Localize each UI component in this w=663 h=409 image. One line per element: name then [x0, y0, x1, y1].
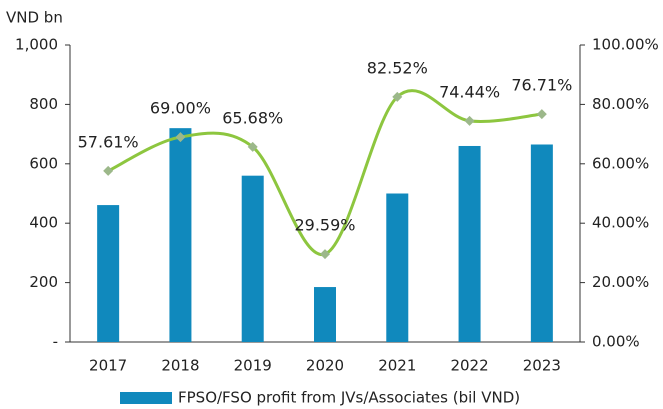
- y2-tick-label: 100.00%: [592, 36, 659, 54]
- marker: [464, 115, 475, 126]
- y-tick-label: 200: [29, 273, 58, 291]
- bar: [314, 287, 336, 342]
- data-label: 29.59%: [294, 216, 355, 235]
- y2-tick-label: 80.00%: [592, 95, 649, 113]
- x-tick-label: 2017: [89, 357, 127, 375]
- y-tick-label: -: [53, 333, 58, 351]
- data-label: 65.68%: [222, 108, 283, 127]
- y-tick-label: 1,000: [15, 36, 58, 54]
- y2-tick-label: 40.00%: [592, 214, 649, 232]
- y2-tick-label: 20.00%: [592, 273, 649, 291]
- x-tick-label: 2022: [450, 357, 488, 375]
- y-axis-label: VND bn: [6, 9, 63, 27]
- bar: [386, 193, 409, 342]
- marker: [536, 109, 547, 120]
- marker: [175, 132, 186, 143]
- x-tick-label: 2019: [234, 357, 272, 375]
- x-tick-label: 2020: [306, 357, 344, 375]
- marker: [320, 249, 330, 260]
- x-tick-label: 2018: [161, 357, 199, 375]
- marker: [103, 165, 114, 176]
- data-label: 76.71%: [511, 76, 572, 95]
- data-label: 57.61%: [78, 132, 139, 151]
- y-tick-label: 800: [29, 95, 58, 113]
- x-tick-label: 2021: [378, 357, 416, 375]
- bar: [530, 144, 553, 342]
- legend-swatch: [120, 392, 172, 404]
- data-label: 69.00%: [150, 99, 211, 118]
- y2-tick-label: 60.00%: [592, 154, 649, 172]
- bar: [458, 145, 481, 342]
- y-tick-label: 600: [29, 154, 58, 172]
- bar: [241, 175, 264, 342]
- data-label: 74.44%: [439, 82, 500, 101]
- marker: [392, 91, 403, 102]
- y2-tick-label: 0.00%: [592, 333, 640, 351]
- x-tick-label: 2023: [523, 357, 561, 375]
- bar: [97, 205, 120, 342]
- marker: [247, 141, 258, 152]
- bar: [169, 128, 192, 342]
- legend-label: FPSO/FSO profit from JVs/Associates (bil…: [178, 389, 520, 407]
- data-label: 82.52%: [367, 58, 428, 77]
- y-tick-label: 400: [29, 214, 58, 232]
